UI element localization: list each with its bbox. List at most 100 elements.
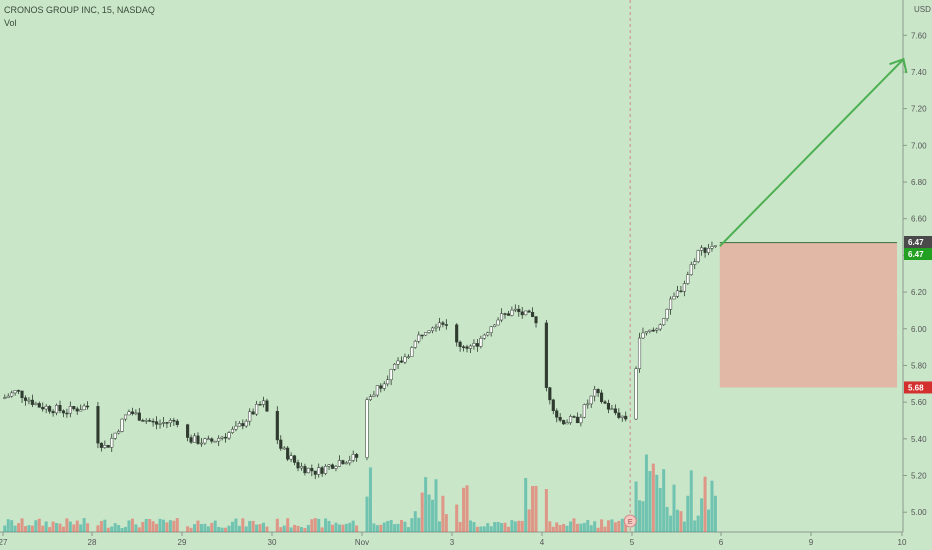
volume-bar [262,522,266,532]
volume-bar [582,522,586,532]
volume-bar [258,524,262,532]
volume-bar [707,509,711,532]
volume-bar [462,487,466,532]
volume-bar [493,522,497,532]
candle-body [662,318,666,326]
candle-body [279,439,283,449]
volume-bar [644,454,648,532]
candle-body [520,311,524,316]
candle-body [582,404,586,418]
volume-bar [613,522,617,532]
x-tick-label: 10 [898,538,907,547]
volume-bar [368,467,372,532]
volume-bar [379,524,383,532]
candle-body [651,329,655,332]
volume-bar [572,518,576,532]
candle-body [675,290,680,297]
volume-bar [579,523,583,532]
candle-body [37,403,41,408]
candle-body [437,322,441,328]
candle-body [189,437,193,443]
candle-body [344,462,348,465]
candle-body [572,416,576,418]
volume-bar [675,509,679,532]
candle-body [403,356,407,363]
volume-bar [603,526,607,532]
candle-body [275,411,279,441]
candle-body [217,438,221,442]
x-tick-label: 3 [450,538,455,547]
volume-bar [313,518,317,532]
candle-body [144,420,148,422]
candle-body [306,467,310,474]
volume-bar [620,518,624,532]
candle-body [548,387,552,401]
volume-bar [510,520,514,532]
volume-bar [244,526,248,532]
volume-bar [282,525,286,532]
candle-body [613,408,617,414]
volume-bar [41,525,45,532]
candle-body [286,447,290,460]
volume-bar [600,519,604,532]
volume-bar [386,520,390,532]
volume-bar [141,521,145,532]
volume-bar [506,526,510,532]
candle-body [210,438,214,442]
volume-bar [72,524,76,532]
volume-bar [596,527,600,532]
candle-body [420,334,424,337]
target-arrow-head [889,57,908,74]
volume-bar [3,525,7,532]
volume-bar [624,521,628,532]
candle-body [237,423,241,427]
y-tick-label: 6.60 [911,215,927,224]
candle-body [617,412,621,418]
volume-bar [248,520,252,532]
volume-bar [30,525,34,532]
candle-body [248,411,252,422]
volume-bar [562,524,566,532]
volume-bar [393,524,397,532]
volume-bar [486,523,490,532]
candle-body [506,313,510,316]
candle-body [544,322,548,388]
candle-body [493,324,497,327]
volume-bar [420,492,424,532]
candle-body [224,436,228,439]
volume-bar [665,506,669,532]
candle-body [603,401,607,404]
volume-bar [527,509,531,532]
candle-body [148,420,152,422]
candle-body [199,442,203,445]
candle-body [13,390,17,394]
volume-bar [524,478,528,532]
candle-body [320,467,324,474]
volume-bar [17,523,21,532]
candle-body [441,322,445,325]
candle-body [341,460,345,465]
volume-bar [648,471,652,532]
volume-bar [679,511,683,532]
candle-body [465,346,469,349]
candle-body [693,261,697,265]
volume-bar [406,527,410,532]
candle-body [68,406,72,414]
volume-bar [396,523,400,532]
volume-bar [151,521,155,532]
volume-bar [617,520,621,532]
candle-body [427,330,431,333]
candle-body [531,312,535,317]
candle-body [375,385,379,396]
candle-body [82,405,86,411]
volume-bar [355,525,359,532]
volume-bar [479,526,483,532]
volume-bar [6,519,10,532]
volume-bar [224,527,228,532]
candle-body [399,360,404,363]
candle-body [293,455,297,463]
volume-bar [348,522,352,532]
x-tick-label: 27 [0,538,8,547]
